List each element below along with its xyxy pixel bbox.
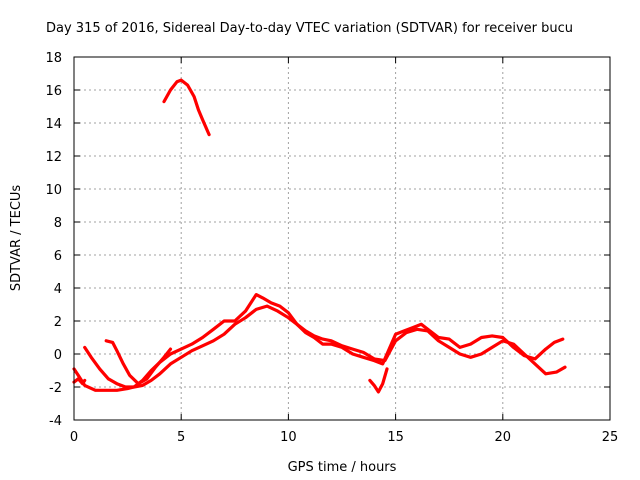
y-tick-label: 12 [45, 150, 62, 165]
series-layer [74, 80, 565, 392]
series-line-3 [106, 341, 170, 384]
series-line-4 [370, 369, 387, 392]
y-tick-label: 4 [54, 282, 62, 297]
y-tick-label: 18 [45, 51, 62, 66]
series-line-0 [164, 80, 209, 135]
y-tick-label: 16 [45, 84, 62, 99]
y-tick-label: 14 [45, 117, 62, 132]
y-tick-label: 2 [54, 315, 62, 330]
x-tick-label: 25 [602, 430, 619, 445]
series-line-5 [74, 379, 85, 384]
chart-svg: Day 315 of 2016, Sidereal Day-to-day VTE… [0, 0, 640, 480]
y-tick-label: 8 [54, 216, 62, 231]
series-line-2 [85, 306, 565, 387]
y-tick-label: -4 [49, 414, 62, 429]
y-axis-label: SDTVAR / TECUs [9, 185, 24, 292]
x-tick-label: 10 [280, 430, 297, 445]
y-tick-label: 6 [54, 249, 62, 264]
x-axis-label: GPS time / hours [288, 460, 397, 475]
x-tick-label: 20 [495, 430, 512, 445]
y-tick-label: 10 [45, 183, 62, 198]
chart-title: Day 315 of 2016, Sidereal Day-to-day VTE… [46, 21, 573, 36]
x-tick-label: 5 [177, 430, 185, 445]
y-tick-label: 0 [54, 348, 62, 363]
x-tick-label: 15 [387, 430, 404, 445]
y-tick-label: -2 [49, 381, 62, 396]
x-tick-label: 0 [70, 430, 78, 445]
